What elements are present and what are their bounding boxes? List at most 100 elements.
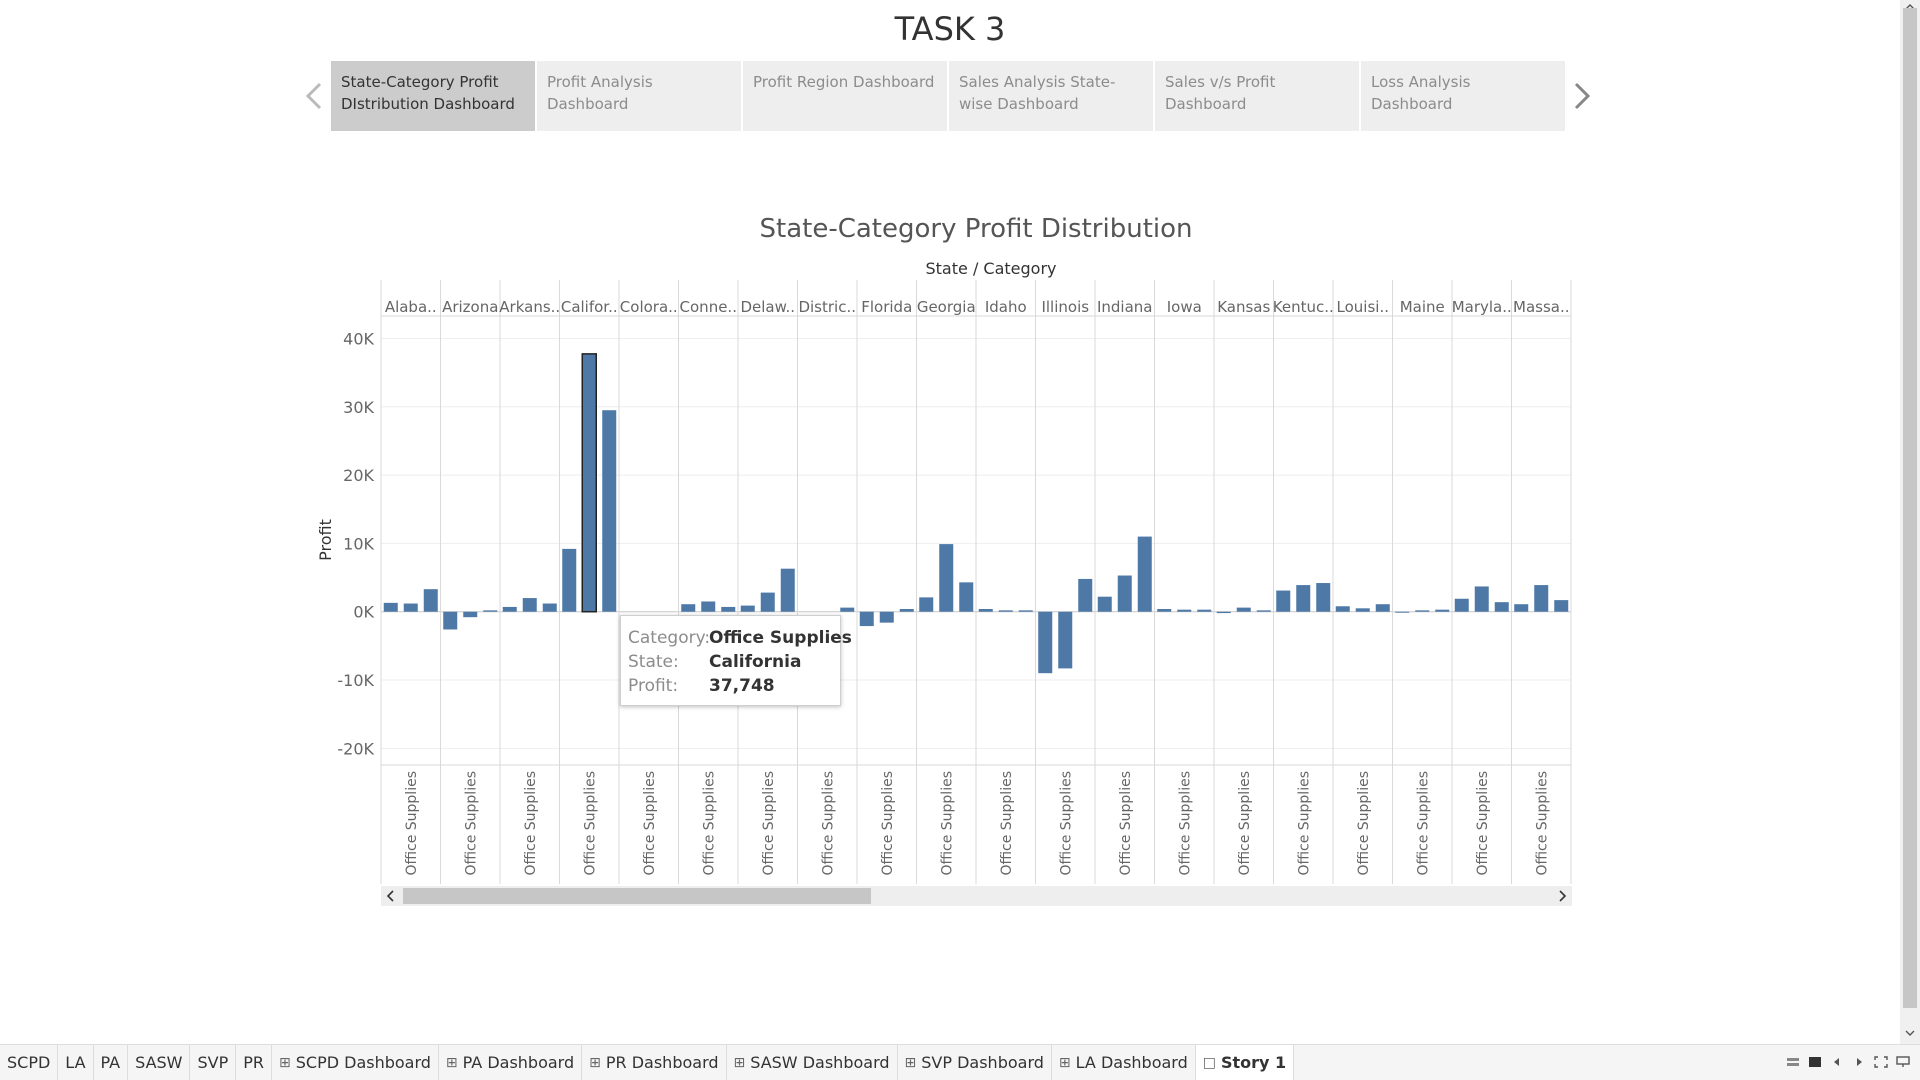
bar-3-1[interactable]	[502, 606, 517, 612]
state-header-label[interactable]: Louisi..	[1337, 298, 1389, 316]
scroll-up-icon[interactable]	[1900, 0, 1920, 14]
sheet-tab-5[interactable]: SVP	[190, 1045, 237, 1080]
state-header-label[interactable]: Conne..	[680, 298, 737, 316]
nav-next-arrow-icon[interactable]	[1570, 78, 1594, 114]
sheet-tab-9[interactable]: ⊞ PR Dashboard	[582, 1045, 727, 1080]
bar-12-3[interactable]	[1078, 578, 1093, 612]
sheet-tab-7[interactable]: ⊞ SCPD Dashboard	[272, 1045, 439, 1080]
story-point-tab-5[interactable]: Sales v/s Profit Dashboard	[1155, 61, 1359, 131]
bar-17-2[interactable]	[1355, 608, 1370, 612]
bar-1-2[interactable]	[403, 603, 418, 612]
next-sheet-icon[interactable]	[1852, 1056, 1866, 1068]
sheet-tab-11[interactable]: ⊞ SVP Dashboard	[898, 1045, 1052, 1080]
bar-2-3[interactable]	[483, 610, 498, 612]
bar-7-2[interactable]	[760, 592, 775, 612]
state-header-label[interactable]: Kentuc..	[1273, 298, 1334, 316]
state-header-label[interactable]: Arizona	[442, 298, 498, 316]
bar-9-1[interactable]	[859, 611, 874, 627]
state-header-label[interactable]: Arkans..	[499, 298, 560, 316]
bar-13-2[interactable]	[1117, 575, 1132, 612]
bar-17-1[interactable]	[1335, 606, 1350, 612]
state-header-label[interactable]: Iowa	[1167, 298, 1202, 316]
story-point-tab-3[interactable]: Profit Region Dashboard	[743, 61, 947, 131]
sheet-tab-3[interactable]: PA	[94, 1045, 129, 1080]
bar-13-1[interactable]	[1097, 596, 1112, 612]
bar-3-2[interactable]	[522, 598, 537, 612]
nav-prev-arrow-icon[interactable]	[302, 78, 326, 114]
bar-7-1[interactable]	[740, 605, 755, 612]
state-header-label[interactable]: Califor..	[561, 298, 618, 316]
bar-4-1[interactable]	[562, 548, 577, 612]
sheet-tab-4[interactable]: SASW	[128, 1045, 191, 1080]
bar-20-2[interactable]	[1534, 585, 1549, 612]
sheet-tab-12[interactable]: ⊞ LA Dashboard	[1052, 1045, 1196, 1080]
bar-14-1[interactable]	[1157, 608, 1172, 612]
vertical-scroll-thumb[interactable]	[1903, 8, 1917, 1008]
state-header-label[interactable]: Idaho	[985, 298, 1027, 316]
bar-9-3[interactable]	[899, 608, 914, 612]
show-filmstrip-icon[interactable]	[1786, 1056, 1800, 1068]
vertical-scrollbar[interactable]	[1900, 0, 1920, 1044]
bar-19-3[interactable]	[1494, 602, 1509, 612]
bar-10-1[interactable]	[919, 597, 934, 612]
bar-11-3[interactable]	[1018, 610, 1033, 612]
bar-4-3[interactable]	[602, 410, 617, 612]
bar-18-2[interactable]	[1415, 610, 1430, 612]
state-header-label[interactable]: Massa..	[1513, 298, 1570, 316]
story-point-tab-2[interactable]: Profit Analysis Dashboard	[537, 61, 741, 131]
scroll-down-icon[interactable]	[1900, 1026, 1920, 1040]
horizontal-scrollbar[interactable]	[381, 886, 1572, 906]
bar-13-3[interactable]	[1137, 536, 1152, 612]
bar-18-1[interactable]	[1395, 611, 1410, 613]
bar-16-2[interactable]	[1296, 585, 1311, 612]
bar-1-1[interactable]	[383, 602, 398, 612]
bar-1-3[interactable]	[423, 589, 438, 612]
bar-14-2[interactable]	[1177, 609, 1192, 612]
bar-15-2[interactable]	[1236, 607, 1251, 612]
bar-4-2[interactable]	[581, 353, 597, 613]
bar-10-2[interactable]	[939, 544, 954, 612]
bar-18-3[interactable]	[1435, 609, 1450, 612]
fullscreen-icon[interactable]	[1874, 1056, 1888, 1068]
bar-10-3[interactable]	[959, 582, 974, 612]
bar-9-2[interactable]	[879, 611, 894, 623]
show-sheet-icon[interactable]	[1808, 1056, 1822, 1068]
state-header-label[interactable]: Distric..	[798, 298, 856, 316]
bar-7-3[interactable]	[780, 568, 795, 612]
sheet-tab-10[interactable]: ⊞ SASW Dashboard	[727, 1045, 898, 1080]
bar-11-1[interactable]	[978, 608, 993, 612]
bar-2-2[interactable]	[463, 611, 478, 618]
state-header-label[interactable]: Florida	[861, 298, 912, 316]
bar-2-1[interactable]	[443, 611, 458, 630]
bar-15-3[interactable]	[1256, 610, 1271, 612]
state-header-label[interactable]: Maine	[1400, 298, 1445, 316]
bar-17-3[interactable]	[1375, 604, 1390, 612]
story-point-tab-4[interactable]: Sales Analysis State-wise Dashboard	[949, 61, 1153, 131]
bar-15-1[interactable]	[1216, 611, 1231, 614]
bar-3-3[interactable]	[542, 603, 557, 612]
horizontal-scroll-thumb[interactable]	[403, 888, 871, 904]
sheet-tab-2[interactable]: LA	[58, 1045, 94, 1080]
chart-area[interactable]: State / Category 40K 30K 20K 10K 0K -10K -20K Pr…	[0, 0, 1900, 1040]
scroll-left-icon[interactable]	[381, 886, 401, 906]
bar-8-3[interactable]	[840, 607, 855, 612]
state-header-label[interactable]: Delaw..	[740, 298, 795, 316]
bar-20-3[interactable]	[1554, 600, 1569, 612]
state-header-label[interactable]: Illinois	[1041, 298, 1089, 316]
bar-12-1[interactable]	[1038, 611, 1053, 674]
state-header-label[interactable]: Maryla..	[1452, 298, 1512, 316]
state-header-label[interactable]: Indiana	[1097, 298, 1153, 316]
presentation-mode-icon[interactable]	[1896, 1056, 1910, 1068]
sheet-tab-6[interactable]: PR	[236, 1045, 272, 1080]
story-point-tab-6[interactable]: Loss Analysis Dashboard	[1361, 61, 1565, 131]
sheet-tab-13[interactable]: □ Story 1	[1195, 1045, 1295, 1080]
bar-16-3[interactable]	[1316, 583, 1331, 612]
previous-sheet-icon[interactable]	[1830, 1056, 1844, 1068]
state-header-label[interactable]: Colora..	[620, 298, 678, 316]
bar-6-2[interactable]	[701, 601, 716, 612]
bar-6-1[interactable]	[681, 604, 696, 612]
scroll-right-icon[interactable]	[1552, 886, 1572, 906]
sheet-tab-1[interactable]: SCPD	[0, 1045, 59, 1080]
bar-12-2[interactable]	[1058, 611, 1073, 669]
sheet-tab-8[interactable]: ⊞ PA Dashboard	[439, 1045, 583, 1080]
